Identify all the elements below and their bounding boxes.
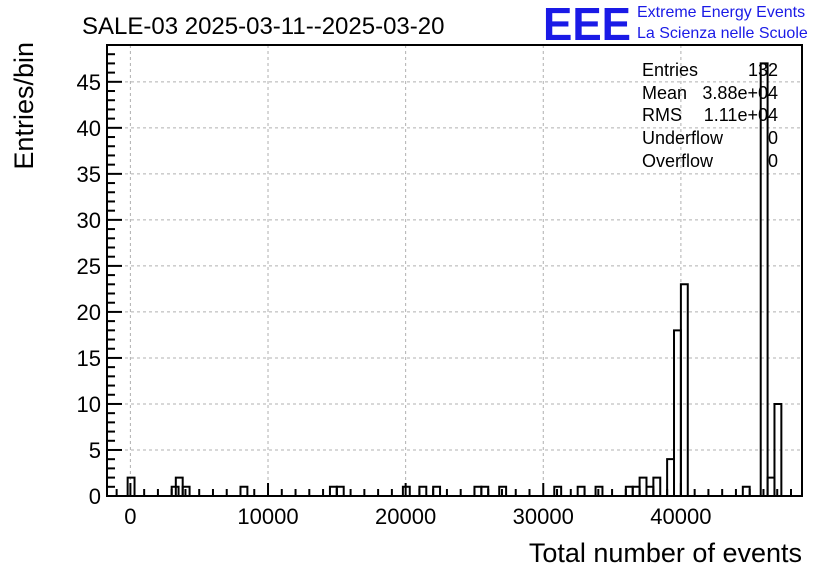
x-axis-title: Total number of events	[529, 538, 802, 568]
stat-rms-label: RMS	[642, 105, 682, 125]
y-tick-label: 40	[77, 116, 101, 141]
stat-mean-label: Mean	[642, 83, 687, 103]
stat-overflow-label: Overflow	[642, 151, 714, 171]
logo-line-2: La Scienza nelle Scuole	[637, 25, 808, 42]
plot-frame	[106, 44, 803, 497]
histogram-bar	[594, 485, 604, 496]
histogram-bar	[553, 485, 563, 496]
y-tick-label: 25	[77, 254, 101, 279]
y-tick-label: 15	[77, 346, 101, 371]
histogram-bar	[773, 402, 783, 496]
y-tick-label: 45	[77, 70, 101, 95]
eee-logo: EEE Extreme Energy Events La Scienza nel…	[543, 0, 808, 50]
x-tick-label: 20000	[375, 504, 436, 529]
histogram-bar	[759, 62, 769, 496]
grid-lines	[107, 45, 802, 496]
stat-overflow-value: 0	[768, 151, 778, 171]
y-tick-label: 0	[89, 484, 101, 509]
histogram-bar	[652, 476, 662, 496]
axes	[106, 44, 803, 497]
y-tick-label: 10	[77, 392, 101, 417]
stat-rms-value: 1.11e+04	[704, 105, 778, 125]
stat-entries-value: 132	[748, 60, 778, 80]
histogram-bars	[126, 62, 783, 496]
histogram-bar	[126, 476, 136, 496]
x-tick-label: 40000	[650, 504, 711, 529]
logo-mark: EEE	[543, 0, 631, 50]
y-axis-title: Entries/bin	[9, 42, 39, 170]
stat-mean-value: 3.88e+04	[702, 83, 778, 103]
y-tick-label: 35	[77, 162, 101, 187]
x-tick-label: 0	[124, 504, 136, 529]
chart-title: SALE-03 2025-03-11--2025-03-20	[82, 13, 444, 40]
x-tick-label: 30000	[513, 504, 574, 529]
tick-labels: 0 10000 20000 30000 40000 0 5 10 15 20 25 30 35 40 45	[77, 70, 712, 529]
stat-underflow-label: Underflow	[642, 128, 724, 148]
histogram-bar	[181, 485, 191, 496]
x-tick-label: 10000	[237, 504, 298, 529]
histogram-bar	[679, 283, 689, 496]
y-tick-label: 20	[77, 300, 101, 325]
stats-box: Entries 132 Mean 3.88e+04 RMS 1.11e+04 U…	[642, 60, 778, 171]
y-tick-label: 5	[89, 438, 101, 463]
stat-underflow-value: 0	[768, 128, 778, 148]
y-tick-label: 30	[77, 208, 101, 233]
stat-entries-label: Entries	[642, 60, 698, 80]
logo-line-1: Extreme Energy Events	[637, 4, 805, 21]
histogram-bar	[498, 485, 508, 496]
